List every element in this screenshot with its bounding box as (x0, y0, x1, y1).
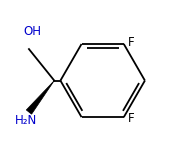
Text: H₂N: H₂N (15, 114, 37, 127)
Text: F: F (128, 112, 134, 125)
Text: F: F (128, 36, 134, 49)
Polygon shape (26, 81, 54, 114)
Text: OH: OH (24, 25, 41, 38)
